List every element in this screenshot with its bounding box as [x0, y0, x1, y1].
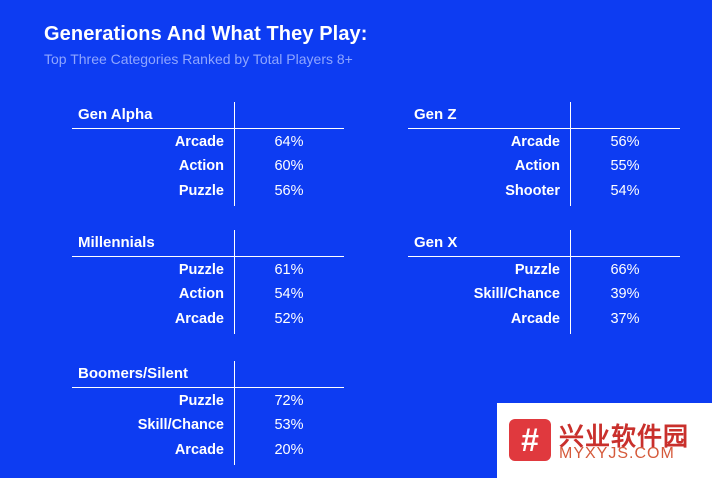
category-label: Puzzle: [178, 393, 224, 409]
generation-label: Gen Alpha: [78, 106, 153, 123]
percent-value: 56%: [610, 134, 640, 150]
table-row: Puzzle 56%: [72, 181, 344, 205]
table-row: Arcade 52%: [72, 309, 344, 333]
table-row: Action 54%: [72, 284, 344, 308]
percent-value: 52%: [274, 311, 304, 327]
header-underline: [72, 256, 344, 257]
table-boomers-silent: Boomers/Silent Puzzle 72% Skill/Chance 5…: [72, 361, 344, 465]
header-underline: [408, 128, 680, 129]
table-row: Action 55%: [408, 156, 680, 180]
table-row: Puzzle 66%: [408, 260, 680, 284]
category-label: Skill/Chance: [473, 286, 560, 302]
table-row: Puzzle 61%: [72, 260, 344, 284]
category-label: Arcade: [174, 134, 224, 150]
percent-value: 20%: [274, 442, 304, 458]
category-label: Action: [514, 158, 560, 174]
column-divider: [234, 102, 235, 206]
header-underline: [72, 387, 344, 388]
column-divider: [234, 230, 235, 334]
table-gen-z: Gen Z Arcade 56% Action 55% Shooter 54%: [408, 102, 680, 206]
percent-value: 66%: [610, 262, 640, 278]
table-row: Skill/Chance 53%: [72, 415, 344, 439]
category-label: Arcade: [510, 311, 560, 327]
category-label: Puzzle: [178, 262, 224, 278]
category-label: Action: [178, 158, 224, 174]
category-label: Puzzle: [178, 183, 224, 199]
table-gen-alpha: Gen Alpha Arcade 64% Action 60% Puzzle 5…: [72, 102, 344, 206]
column-divider: [570, 230, 571, 334]
table-gen-x: Gen X Puzzle 66% Skill/Chance 39% Arcade…: [408, 230, 680, 334]
category-label: Arcade: [174, 311, 224, 327]
percent-value: 56%: [274, 183, 304, 199]
percent-value: 61%: [274, 262, 304, 278]
table-row: Arcade 64%: [72, 132, 344, 156]
table-millennials: Millennials Puzzle 61% Action 54% Arcade…: [72, 230, 344, 334]
generation-label: Gen X: [414, 234, 458, 251]
percent-value: 54%: [274, 286, 304, 302]
percent-value: 60%: [274, 158, 304, 174]
percent-value: 53%: [274, 417, 304, 433]
table-row: Arcade 37%: [408, 309, 680, 333]
percent-value: 55%: [610, 158, 640, 174]
table-row: Shooter 54%: [408, 181, 680, 205]
column-divider: [570, 102, 571, 206]
category-label: Action: [178, 286, 224, 302]
percent-value: 72%: [274, 393, 304, 409]
table-row: Arcade 56%: [408, 132, 680, 156]
column-divider: [234, 361, 235, 465]
table-row: Puzzle 72%: [72, 391, 344, 415]
watermark: # 兴业软件园 MYXYJS.COM: [497, 403, 712, 478]
percent-value: 54%: [610, 183, 640, 199]
percent-value: 37%: [610, 311, 640, 327]
category-label: Skill/Chance: [137, 417, 224, 433]
generation-label: Millennials: [78, 234, 155, 251]
percent-value: 64%: [274, 134, 304, 150]
header-underline: [72, 128, 344, 129]
generation-label: Boomers/Silent: [78, 365, 189, 382]
header-underline: [408, 256, 680, 257]
category-label: Arcade: [174, 442, 224, 458]
category-label: Shooter: [505, 183, 560, 199]
chart-subtitle: Top Three Categories Ranked by Total Pla…: [44, 51, 353, 67]
watermark-site-text: MYXYJS.COM: [559, 445, 675, 462]
category-label: Arcade: [510, 134, 560, 150]
generation-label: Gen Z: [414, 106, 457, 123]
chart-title: Generations And What They Play:: [44, 23, 368, 45]
percent-value: 39%: [610, 286, 640, 302]
table-row: Arcade 20%: [72, 440, 344, 464]
table-row: Action 60%: [72, 156, 344, 180]
watermark-chinese-text: 兴业软件园: [559, 423, 690, 451]
category-label: Puzzle: [514, 262, 560, 278]
hash-logo-icon: #: [509, 419, 551, 461]
table-row: Skill/Chance 39%: [408, 284, 680, 308]
